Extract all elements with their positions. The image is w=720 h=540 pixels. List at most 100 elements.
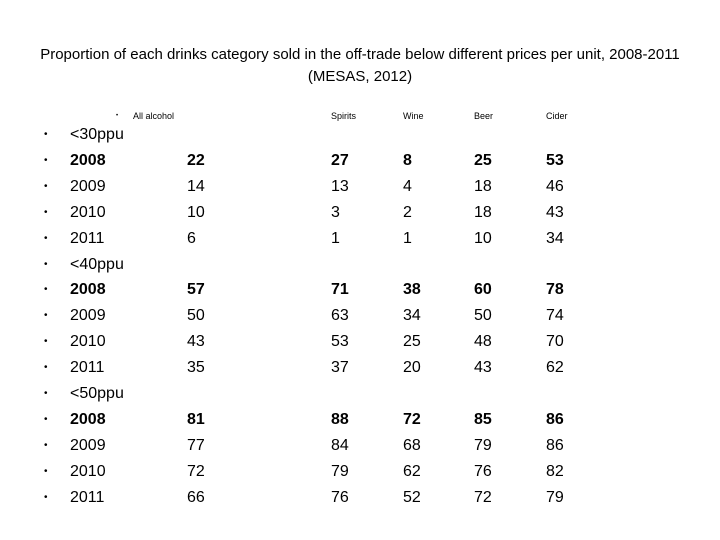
table-cell: 76 (331, 488, 349, 506)
table-cell: 43 (474, 359, 492, 377)
table-row: • 2010 10 3 2 18 43 (0, 200, 720, 226)
bullet-icon: • (44, 180, 48, 192)
table-cell: 53 (546, 151, 564, 169)
bullet-icon: • (44, 465, 48, 477)
bullet-icon: • (44, 362, 48, 374)
table-row: • 2008 81 88 72 85 86 (0, 407, 720, 433)
table-cell: 3 (331, 203, 340, 221)
table-cell: 82 (546, 462, 564, 480)
table-cell: 72 (403, 410, 421, 428)
header-bullet: • (116, 113, 119, 119)
row-label: 2011 (70, 229, 105, 247)
row-label: 2008 (70, 410, 106, 428)
table-cell: 38 (403, 281, 421, 299)
row-label: 2010 (70, 333, 106, 351)
table-cell: 76 (474, 462, 492, 480)
table-cell: 86 (546, 436, 564, 454)
table-cell: 25 (474, 151, 492, 169)
table-row: • 2009 77 84 68 79 86 (0, 433, 720, 459)
table-row: • 2010 72 79 62 76 82 (0, 459, 720, 485)
table-row: • 2010 43 53 25 48 70 (0, 329, 720, 355)
row-label: 2010 (70, 462, 106, 480)
table-cell: 46 (546, 177, 564, 195)
bullet-icon: • (44, 413, 48, 425)
table-cell: 6 (187, 229, 196, 247)
table-cell: 27 (331, 151, 349, 169)
table-cell: 63 (331, 307, 349, 325)
table-cell: 18 (474, 177, 492, 195)
column-header-beer: Beer (474, 111, 494, 121)
table-row: • 2008 57 71 38 60 78 (0, 277, 720, 303)
table-cell: 2 (403, 203, 412, 221)
table-cell: 14 (187, 177, 205, 195)
bullet-icon: • (44, 129, 48, 140)
table-row: • 2011 66 76 52 72 79 (0, 485, 720, 511)
row-label: <50ppu (70, 385, 124, 402)
row-label: 2008 (70, 281, 106, 299)
table-cell: 71 (331, 281, 349, 299)
bullet-icon: • (44, 232, 48, 244)
table-cell: 10 (187, 203, 205, 221)
table-cell: 8 (403, 151, 412, 169)
column-header-wine: Wine (403, 111, 424, 121)
table-cell: 18 (474, 203, 492, 221)
bullet-icon: • (44, 491, 48, 503)
table-cell: 10 (474, 229, 492, 247)
table-cell: 74 (546, 307, 564, 325)
table-cell: 79 (331, 462, 349, 480)
table-cell: 78 (546, 281, 564, 299)
row-label: 2011 (70, 488, 105, 506)
column-header-all-alcohol: All alcohol (133, 111, 175, 121)
table-cell: 86 (546, 410, 564, 428)
table-cell: 72 (474, 488, 492, 506)
column-header-cider: Cider (546, 111, 568, 121)
bullet-icon: • (44, 388, 48, 399)
bullet-icon: • (44, 206, 48, 218)
table-cell: 77 (187, 436, 205, 454)
table-cell: 79 (546, 488, 564, 506)
table-row: • 2011 6 1 1 10 34 (0, 226, 720, 252)
column-header-spirits: Spirits (331, 111, 357, 121)
table-row: • 2009 50 63 34 50 74 (0, 303, 720, 329)
table-cell: 34 (403, 307, 421, 325)
table-cell: 50 (474, 307, 492, 325)
table-cell: 34 (546, 229, 564, 247)
row-label: 2011 (70, 359, 105, 377)
table-cell: 52 (403, 488, 421, 506)
table-cell: 70 (546, 333, 564, 351)
table-row: • 2011 35 37 20 43 62 (0, 355, 720, 381)
table-row: • <50ppu (0, 381, 720, 407)
table-cell: 43 (187, 333, 205, 351)
row-label: <40ppu (70, 255, 124, 273)
table-cell: 35 (187, 359, 205, 377)
table-cell: 88 (331, 410, 349, 428)
table-row: • <40ppu (0, 252, 720, 278)
row-label: 2008 (70, 151, 106, 169)
table-cell: 20 (403, 359, 421, 377)
row-label: <30ppu (70, 126, 124, 143)
table-cell: 62 (546, 359, 564, 377)
row-label: 2009 (70, 436, 106, 454)
table-cell: 62 (403, 462, 421, 480)
table-cell: 57 (187, 281, 205, 299)
table-cell: 50 (187, 307, 205, 325)
table-cell: 81 (187, 410, 205, 428)
row-label: 2009 (70, 177, 106, 195)
table-cell: 84 (331, 436, 349, 454)
row-label: 2010 (70, 203, 106, 221)
table-cell: 1 (331, 229, 340, 247)
bullet-icon: • (44, 310, 48, 322)
table-cell: 13 (331, 177, 349, 195)
table-cell: 4 (403, 177, 412, 195)
table-row: • 2008 22 27 8 25 53 (0, 148, 720, 174)
table-cell: 85 (474, 410, 492, 428)
bullet-icon: • (44, 154, 48, 166)
table-cell: 66 (187, 488, 205, 506)
bullet-icon: • (44, 258, 48, 270)
table-cell: 22 (187, 151, 205, 169)
table-cell: 1 (403, 229, 412, 247)
row-label: 2009 (70, 307, 106, 325)
table-cell: 60 (474, 281, 492, 299)
table-row: • <30ppu (0, 122, 720, 148)
